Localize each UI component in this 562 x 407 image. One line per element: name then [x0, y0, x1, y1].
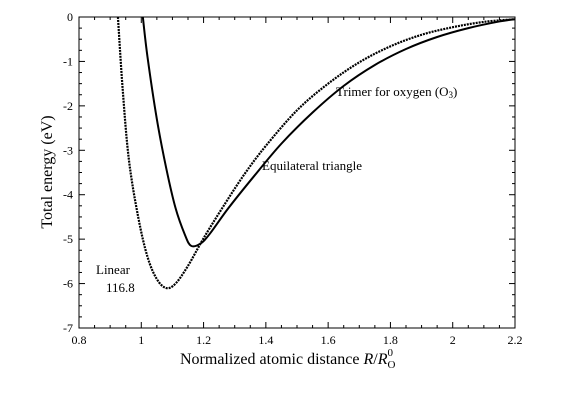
annotation-trimer: Trimer for oxygen (O3) [336, 84, 457, 100]
x-tick-label: 1.2 [196, 333, 211, 347]
y-tick-label: -3 [63, 143, 73, 157]
x-tick-label: 2.2 [508, 333, 523, 347]
y-tick-label: -1 [63, 54, 73, 68]
y-tick-label: -2 [63, 99, 73, 113]
y-tick-label: -7 [63, 321, 73, 335]
tick-labels: 0.8 1 1.2 1.4 1.6 1.8 2 2.2 0 -1 -2 -3 -4 -5 -6 -7 [63, 10, 523, 347]
x-tick-label: 1.4 [258, 333, 273, 347]
x-tick-label: 0.8 [72, 333, 87, 347]
curves [116, 16, 516, 290]
x-tick-label: 1.6 [321, 333, 336, 347]
y-tick-label: 0 [67, 10, 73, 24]
axis-ticks [78, 16, 516, 329]
series-line-equilateral-triangle [141, 16, 516, 248]
annotation-linear-angle: 116.8 [106, 280, 135, 295]
y-tick-label: -6 [63, 277, 73, 291]
x-tick-label: 1 [138, 333, 144, 347]
x-tick-label: 2 [450, 333, 456, 347]
annotation-linear: Linear [96, 262, 131, 277]
x-axis-title: Normalized atomic distance R/RO0 [180, 347, 396, 371]
x-tick-label: 1.8 [383, 333, 398, 347]
y-tick-label: -5 [63, 232, 73, 246]
y-axis-title: Total energy (eV) [39, 115, 56, 228]
series-line-linear-116-8 [116, 16, 516, 290]
y-tick-label: -4 [63, 188, 73, 202]
annotation-equilateral-triangle: Equilateral triangle [262, 158, 362, 173]
